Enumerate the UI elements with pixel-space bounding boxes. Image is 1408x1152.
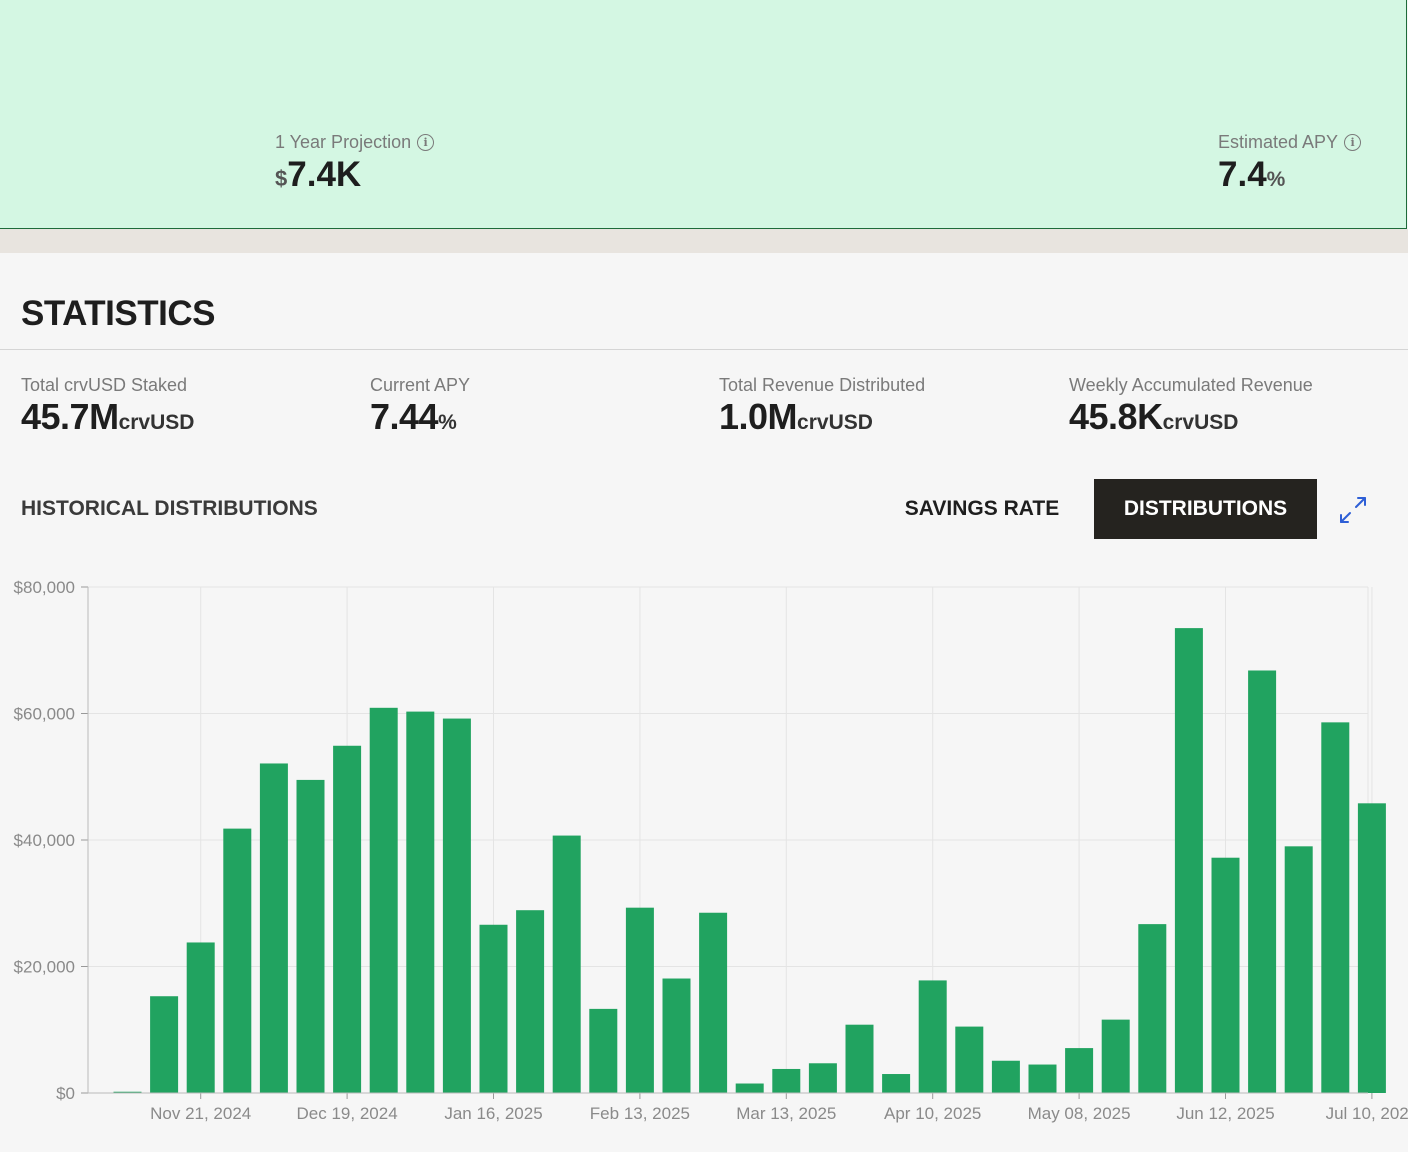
year-projection-value: $7.4K [275,155,362,194]
bar-series [113,628,1386,1093]
x-axis: Nov 21, 2024 Dec 19, 2024 Jan 16, 2025 Feb … [88,1092,1408,1123]
historical-distributions-title: HISTORICAL DISTRIBUTIONS [21,497,318,520]
bar [150,996,179,1093]
expand-icon [1340,497,1366,523]
y-tick-label: $60,000 [14,705,75,724]
x-tick-label: Apr 10, 2025 [884,1104,981,1123]
bar [333,745,362,1093]
metric-label: Total Revenue Distributed [719,375,926,395]
bar [369,707,398,1093]
metric-label: Weekly Accumulated Revenue [1069,375,1313,395]
bar [662,978,691,1093]
metric-total-revenue: Total Revenue Distributed 1.0McrvUSD [719,375,925,438]
metric-value: 45.8KcrvUSD [1069,396,1239,437]
metric-weekly-revenue: Weekly Accumulated Revenue 45.8KcrvUSD [1069,375,1313,438]
bar [882,1074,911,1093]
metric-current-apy: Current APY 7.44% [370,375,470,438]
x-tick-label: Jan 16, 2025 [444,1104,542,1123]
bar [516,910,545,1093]
x-tick-label: Feb 13, 2025 [590,1104,690,1123]
x-tick-label: Nov 21, 2024 [150,1104,251,1123]
distributions-bar-chart: $0 $20,000 $40,000 $60,000 $80,000 Nov 21, 2… [14,578,1408,1123]
bar [1065,1048,1094,1093]
bar [223,828,252,1093]
bar [1138,924,1167,1093]
bar [406,711,435,1093]
bar [991,1060,1020,1093]
bar [442,718,471,1093]
x-tick-label: Jun 12, 2025 [1176,1104,1274,1123]
x-tick-label: Dec 19, 2024 [297,1104,398,1123]
bar [1357,803,1386,1093]
estimated-apy-label: Estimated APY [1218,132,1339,152]
metric-value: 7.44% [370,396,457,437]
y-axis: $0 $20,000 $40,000 $60,000 $80,000 [14,578,89,1103]
bar [625,907,654,1093]
info-icon[interactable]: i [417,134,435,151]
tab-distributions[interactable]: DISTRIBUTIONS [1094,479,1317,539]
year-projection-label: 1 Year Projection [275,132,412,152]
year-projection: 1 Year Projection i $7.4K [275,132,435,195]
percent-unit: % [1266,168,1286,191]
bar [552,835,581,1093]
statistics-title: STATISTICS [21,294,215,333]
bar [113,1091,142,1093]
bar [1284,846,1313,1093]
section-separator [0,229,1408,253]
bar [259,763,288,1093]
x-tick-label: Jul 10, 2025 [1326,1104,1408,1123]
bar [918,980,947,1093]
bar [589,1008,618,1093]
x-tick-label: May 08, 2025 [1028,1104,1131,1123]
y-tick-label: $40,000 [14,831,75,850]
x-tick-label: Mar 13, 2025 [736,1104,836,1123]
metric-total-staked: Total crvUSD Staked 45.7McrvUSD [21,375,194,438]
bar [845,1024,874,1093]
bar [735,1083,764,1093]
bar [955,1026,984,1093]
estimated-apy-value: 7.4% [1218,155,1286,194]
y-tick-label: $80,000 [14,578,75,597]
divider [0,349,1408,350]
bar [1174,628,1203,1093]
currency-symbol: $ [275,166,288,191]
bar [296,779,325,1093]
bar [1211,857,1240,1093]
bar [186,942,215,1093]
bar [479,924,508,1093]
bar [1028,1064,1057,1093]
bar [808,1063,837,1093]
bar [1101,1019,1130,1093]
projection-panel: 1 Year Projection i $7.4K Estimated APY … [0,0,1407,229]
y-tick-label: $20,000 [14,958,75,977]
metric-value: 45.7McrvUSD [21,396,195,437]
tab-savings-rate[interactable]: SAVINGS RATE [880,479,1084,539]
metric-label: Total crvUSD Staked [21,375,188,395]
info-icon[interactable]: i [1344,134,1362,151]
estimated-apy: Estimated APY i 7.4% [1218,132,1362,195]
metric-value: 1.0McrvUSD [719,396,873,437]
bar [1321,722,1350,1093]
bar [699,912,728,1093]
bar [1248,670,1277,1093]
y-tick-label: $0 [56,1084,75,1103]
metric-label: Current APY [370,375,471,395]
expand-button[interactable] [1336,493,1370,527]
bar [772,1068,801,1093]
